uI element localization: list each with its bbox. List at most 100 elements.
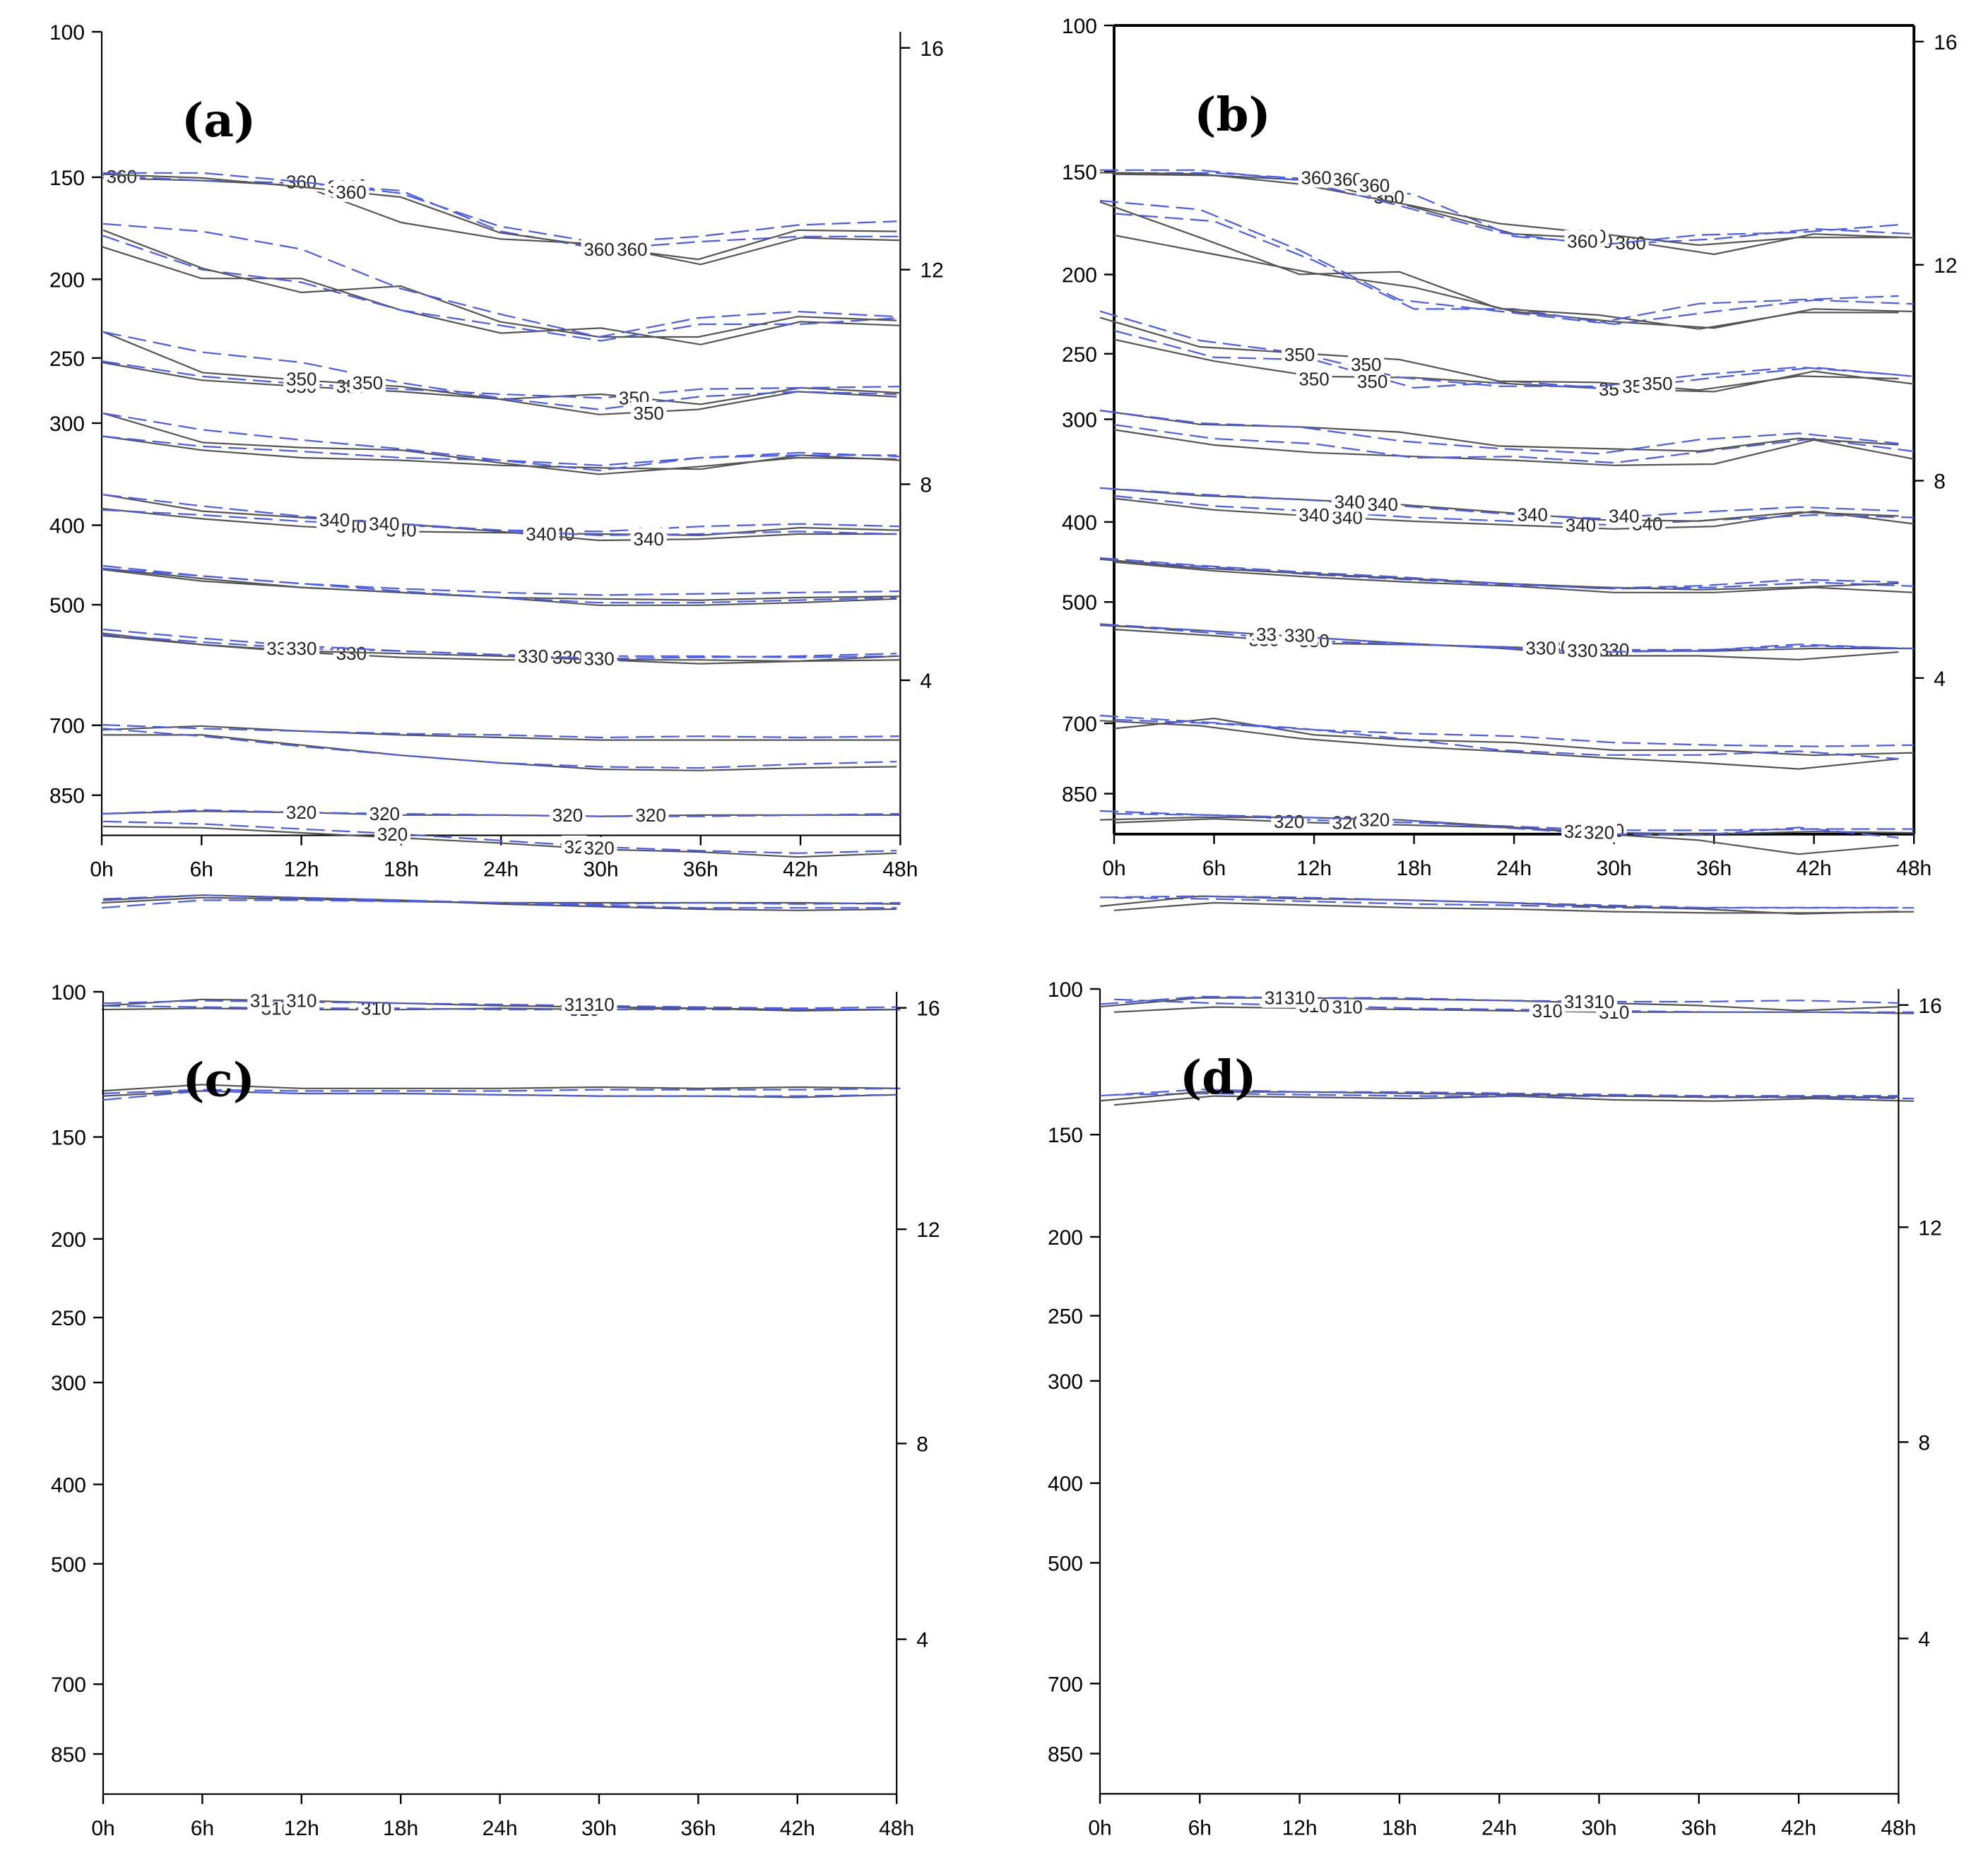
dashed-contour-line: [1113, 812, 1914, 831]
contour-label: 320: [1359, 810, 1390, 831]
contour-label: 360: [1567, 231, 1597, 252]
solid-contour-line: [101, 632, 901, 665]
contour-label: 360: [1301, 167, 1331, 189]
solid-contour-line: [101, 567, 901, 601]
contour-label-bg: [1348, 353, 1385, 375]
left-tick-label: 700: [1062, 713, 1097, 736]
left-tick-label: 250: [1062, 343, 1097, 367]
left-tick-label: 100: [1062, 15, 1097, 38]
solid-contour-line: [1113, 561, 1915, 593]
left-tick-label: 250: [49, 348, 85, 371]
right-tick-label: 16: [1918, 995, 1941, 1018]
x-tick-label: 42h: [1781, 1817, 1816, 1840]
right-tick-label: 16: [1934, 31, 1957, 54]
panel-label: (d): [1180, 1050, 1257, 1106]
dashed-contour-line: [1113, 172, 1915, 245]
x-tick-label: 30h: [581, 1817, 617, 1840]
dashed-contour-line: [1113, 494, 1915, 526]
solid-contour-line: [102, 998, 897, 1012]
left-tick-label: 700: [1048, 1673, 1083, 1697]
dashed-contour-line: [1099, 623, 1899, 653]
contour-label: 320: [584, 838, 614, 859]
dashed-contour-line: [1099, 170, 1899, 247]
contour-label: 360: [584, 239, 614, 260]
solid-contour-line: [1113, 429, 1915, 466]
left-tick-label: 100: [1048, 978, 1083, 1002]
contour-label: 340: [1298, 504, 1329, 526]
dashed-contour-line: [102, 172, 897, 244]
contour-label-bg: [1331, 490, 1368, 512]
solid-contour-line: [1113, 338, 1915, 393]
left-tick-label: 200: [1062, 264, 1097, 288]
solid-contour-line: [1099, 201, 1899, 331]
solid-contour-line: [102, 331, 897, 415]
dashed-contour-line: [101, 234, 901, 342]
dashed-contour-line: [1099, 810, 1899, 839]
contour-label: 330: [1525, 638, 1556, 659]
solid-contour-line: [1099, 410, 1899, 453]
left-tick-label: 300: [51, 1372, 86, 1395]
dashed-contour-line: [102, 564, 897, 604]
x-tick-label: 0h: [1088, 1817, 1111, 1840]
x-tick-label: 18h: [1382, 1817, 1417, 1840]
contour-label: 350: [633, 403, 663, 424]
dashed-contour-line: [1099, 200, 1899, 324]
contour-label: 320: [1584, 822, 1614, 843]
solid-contour-line: [1099, 316, 1899, 391]
solid-contour-line: [101, 435, 901, 470]
contour-label-bg: [514, 644, 551, 666]
dashed-contour-line: [102, 1090, 897, 1101]
left-tick-label: 250: [1048, 1305, 1083, 1329]
contour-label: 320: [552, 805, 583, 826]
contour-label: 31: [250, 990, 271, 1012]
contour-label-bg: [581, 836, 617, 858]
x-tick-label: 6h: [1202, 857, 1226, 880]
left-tick-label: 850: [1048, 1743, 1083, 1767]
contour-label: 350: [1298, 368, 1329, 389]
x-tick-label: 24h: [1481, 1817, 1517, 1840]
contour-label: 33: [1256, 624, 1277, 645]
contour-label-bg: [1580, 990, 1617, 1012]
right-tick-label: 8: [1918, 1432, 1930, 1455]
contour-label-bg: [523, 523, 560, 545]
dashed-contour-line: [1099, 715, 1899, 760]
contour-label: 340: [1368, 494, 1398, 516]
contour-label-bg: [581, 993, 617, 1015]
dashed-contour-line: [101, 1087, 901, 1095]
x-tick-label: 48h: [1881, 1817, 1916, 1840]
contour-label: 340: [369, 514, 399, 535]
solid-contour-line: [102, 412, 897, 475]
left-tick-label: 100: [51, 981, 86, 1004]
contour-label-bg: [1580, 821, 1617, 843]
contour-label: 35: [1622, 376, 1643, 397]
solid-contour-line: [102, 229, 897, 338]
contour-label-bg: [1564, 639, 1601, 661]
left-tick-label: 200: [51, 1228, 86, 1252]
contour-label-bg: [1282, 986, 1318, 1008]
x-tick-label: 0h: [90, 858, 113, 882]
x-tick-label: 0h: [91, 1817, 114, 1840]
dashed-contour-line: [1099, 1089, 1899, 1097]
contour-label: 340: [1609, 506, 1639, 527]
contour-label-bg: [1606, 504, 1643, 526]
contour-label-bg: [1356, 808, 1393, 830]
solid-contour-line: [102, 825, 897, 858]
dashed-contour-line: [102, 412, 897, 472]
right-tick-label: 8: [916, 1433, 928, 1456]
x-tick-label: 6h: [190, 858, 213, 882]
solid-contour-line: [1099, 720, 1899, 771]
solid-contour-line: [101, 507, 901, 536]
contour-label-bg: [632, 803, 669, 825]
contour-label-bg: [630, 528, 667, 550]
dashed-contour-line: [1113, 896, 1914, 909]
dashed-contour-line: [1113, 559, 1915, 590]
contour-label: 31: [1265, 988, 1285, 1009]
x-tick-label: 48h: [879, 1817, 914, 1840]
contour-label-bg: [283, 367, 320, 389]
solid-contour-line: [101, 177, 901, 266]
left-tick-label: 850: [1062, 783, 1097, 807]
dashed-contour-line: [1099, 895, 1899, 909]
solid-contour-line: [1113, 173, 1915, 256]
contour-label-bg: [549, 646, 586, 668]
